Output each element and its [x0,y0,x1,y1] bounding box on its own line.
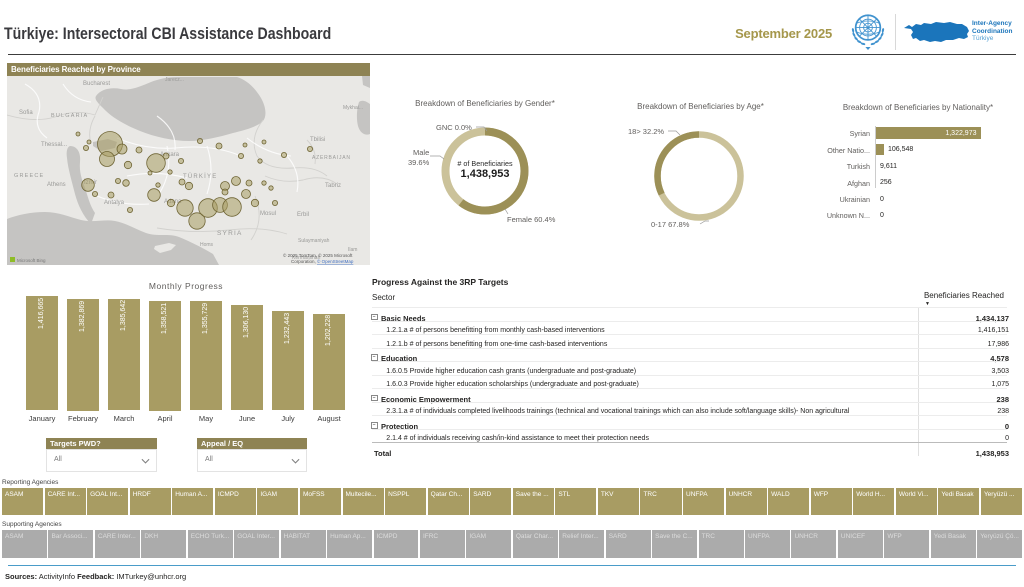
svg-text:Erbil: Erbil [297,212,309,218]
svg-text:Homs: Homs [200,242,214,248]
svg-text:© 2025 TomTom, © 2025 Microsof: © 2025 TomTom, © 2025 Microsoft [283,252,353,258]
svg-text:Ilam: Ilam [348,247,357,253]
svg-text:TÜRKİYE: TÜRKİYE [183,173,217,180]
svg-text:Corporation, © OpenStreetMap: Corporation, © OpenStreetMap [291,258,354,264]
svg-text:Athens: Athens [47,182,66,188]
svg-text:Microsoft Bing: Microsoft Bing [17,258,46,263]
svg-text:SYRIA: SYRIA [217,230,243,237]
svg-text:Sofia: Sofia [19,110,33,116]
svg-text:Tabriz: Tabriz [325,183,341,189]
svg-text:BULGARIA: BULGARIA [51,113,88,119]
svg-text:AZERBAIJAN: AZERBAIJAN [312,155,351,161]
svg-text:Sulaymaniyah: Sulaymaniyah [298,238,330,244]
svg-text:Kermanshah: Kermanshah [292,255,321,261]
svg-text:Thessal...: Thessal... [41,142,67,148]
svg-text:Mykhai...: Mykhai... [343,105,363,111]
svg-text:Bucharest: Bucharest [83,81,110,87]
svg-text:GREECE: GREECE [14,173,44,179]
svg-text:Ankara: Ankara [160,152,180,158]
svg-text:Antalya: Antalya [104,200,125,206]
svg-text:Mosul: Mosul [260,211,276,217]
svg-text:Tbilisi: Tbilisi [310,137,325,143]
svg-text:Jarecz...: Jarecz... [165,77,184,83]
